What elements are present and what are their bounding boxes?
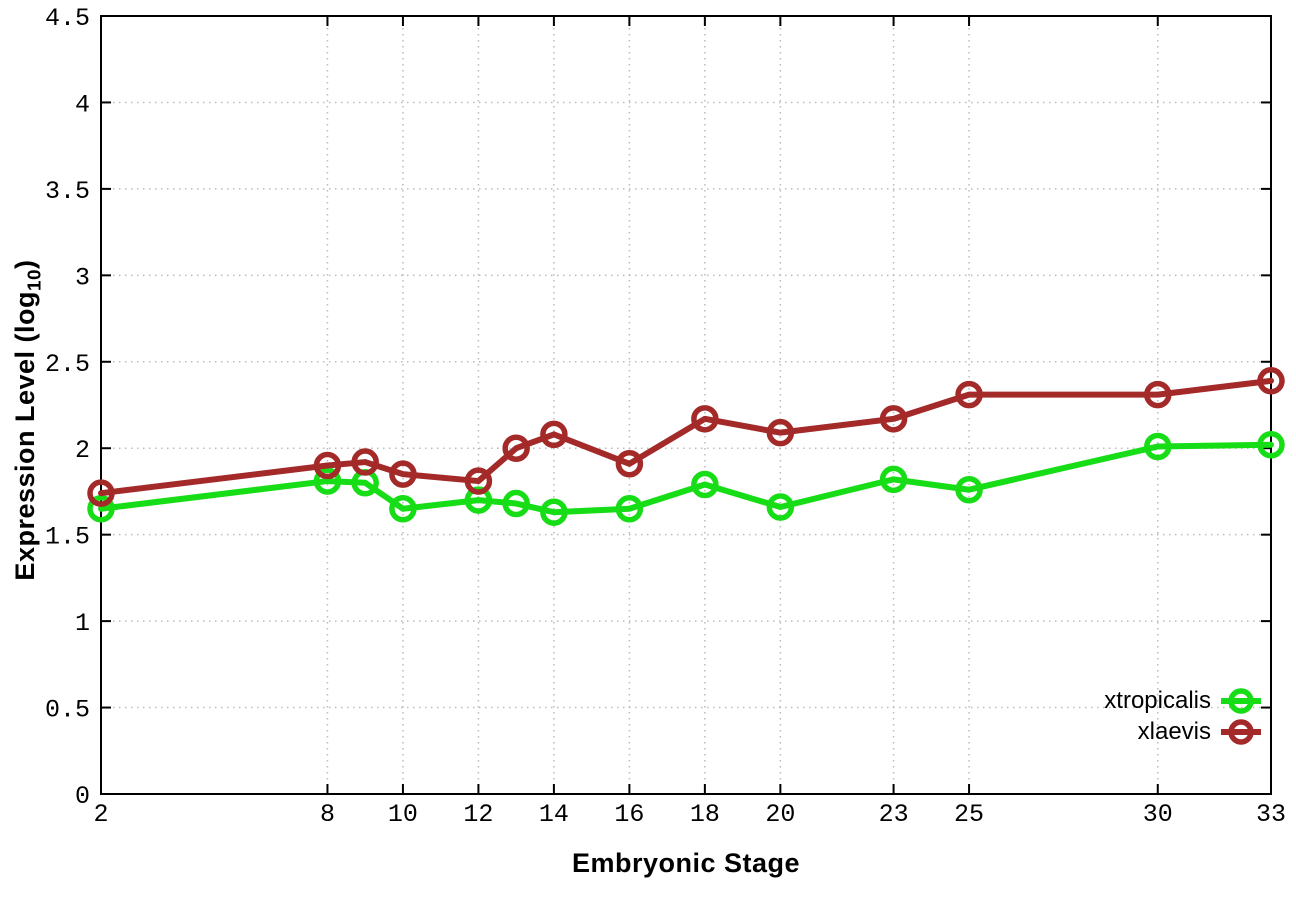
y-tick-label: 2	[75, 436, 90, 465]
data-point-xtropicalis	[766, 493, 795, 521]
legend-item-xlaevis: xlaevis	[1104, 716, 1262, 747]
x-tick-label: 8	[320, 800, 335, 829]
x-tick-label: 18	[690, 800, 720, 829]
data-point-xlaevis	[464, 467, 493, 495]
x-tick-label: 14	[539, 800, 569, 829]
x-tick-label: 30	[1143, 800, 1173, 829]
x-tick-label: 20	[765, 800, 795, 829]
x-tick-label: 2	[93, 800, 108, 829]
data-point-xtropicalis	[879, 465, 908, 494]
data-point-xlaevis	[766, 418, 795, 447]
data-point-xlaevis	[540, 420, 568, 449]
data-point-xtropicalis	[502, 489, 530, 518]
x-tick-label: 12	[463, 800, 493, 829]
y-tick-label: 2.5	[45, 350, 90, 379]
y-tick-label: 1.5	[45, 523, 90, 552]
legend-sample-marker	[1228, 718, 1254, 745]
legend-label-xlaevis: xlaevis	[1137, 717, 1211, 745]
x-tick-label: 16	[614, 800, 644, 829]
data-point-xtropicalis	[691, 470, 719, 499]
data-point-xtropicalis	[389, 494, 417, 523]
data-point-xlaevis	[351, 448, 379, 476]
data-point-xlaevis	[87, 479, 115, 507]
legend-sample-xtropicalis-icon	[1221, 687, 1261, 714]
y-tick-label: 0.5	[45, 696, 90, 725]
data-point-xtropicalis	[1257, 431, 1285, 459]
y-axis-title-text: Expression Level (log	[10, 290, 40, 581]
data-point-xtropicalis	[540, 498, 568, 526]
data-point-xtropicalis	[1144, 432, 1172, 461]
data-point-xlaevis	[1257, 367, 1285, 395]
series-line-xtropicalis	[98, 441, 1274, 516]
data-point-xlaevis	[691, 405, 719, 433]
data-point-xtropicalis	[313, 467, 342, 495]
x-axis-title: Embryonic Stage	[571, 848, 801, 878]
data-point-xlaevis	[955, 380, 983, 409]
x-tick-label: 23	[879, 800, 909, 829]
y-tick-label: 3	[75, 263, 90, 292]
data-point-xtropicalis	[615, 494, 644, 523]
y-tick-label: 1	[75, 609, 90, 638]
x-tick-label: 33	[1256, 800, 1286, 829]
legend-sample-xlaevis-icon	[1221, 718, 1261, 745]
y-tick-label: 4.5	[45, 4, 90, 33]
data-point-xlaevis	[1144, 380, 1172, 409]
plot-border	[100, 15, 1272, 795]
legend-item-xtropicalis: xtropicalis	[1104, 685, 1262, 716]
legend: xtropicalis xlaevis	[1104, 685, 1262, 747]
legend-sample-marker	[1228, 687, 1254, 714]
data-point-xtropicalis	[87, 494, 115, 523]
data-point-xlaevis	[313, 451, 342, 480]
y-axis-title-subscript: 10	[24, 268, 46, 291]
y-tick-label: 4	[75, 90, 90, 119]
x-tick-label: 10	[388, 800, 418, 829]
y-tick-label: 0	[75, 782, 90, 811]
series-line-xlaevis	[98, 377, 1274, 497]
y-axis-title: Expression Level (log10)	[0, 170, 53, 670]
data-point-xlaevis	[879, 405, 908, 433]
data-point-xlaevis	[502, 434, 530, 462]
legend-label-xtropicalis: xtropicalis	[1104, 686, 1211, 714]
data-point-xlaevis	[615, 450, 644, 478]
y-axis-title-close: )	[10, 259, 40, 269]
y-tick-label: 3.5	[45, 177, 90, 206]
data-point-xtropicalis	[464, 486, 493, 514]
x-tick-label: 25	[954, 800, 984, 829]
data-point-xlaevis	[389, 460, 417, 488]
data-point-xtropicalis	[955, 475, 983, 504]
